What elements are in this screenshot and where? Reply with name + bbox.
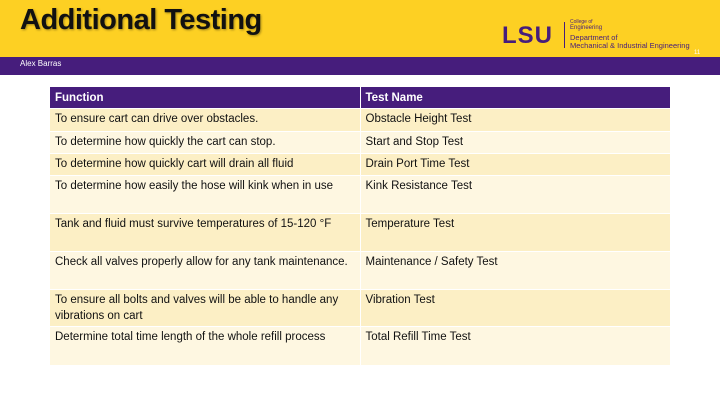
column-header: Function <box>50 87 361 109</box>
test-name: Obstacle Height Test <box>360 108 671 132</box>
column-header: Test Name <box>360 87 671 109</box>
table-body: To ensure cart can drive over obstacles.… <box>50 108 671 365</box>
test-table: Function Test Name To ensure cart can dri… <box>50 87 671 365</box>
test-name: Drain Port Time Test <box>360 153 671 176</box>
function: To determine how quickly the cart can st… <box>50 131 361 154</box>
table-row: To determine how easily the hose will ki… <box>50 175 671 214</box>
author-band <box>0 57 720 75</box>
function: Determine total time length of the whole… <box>50 326 361 365</box>
function: To ensure all bolts and valves will be a… <box>50 289 361 327</box>
table-row: Determine total time length of the whole… <box>50 326 671 365</box>
author: Alex Barras <box>20 59 62 68</box>
slide-number: 11 <box>694 50 701 56</box>
table-row: To ensure cart can drive over obstacles.… <box>50 108 671 132</box>
logo-separator <box>564 22 565 48</box>
table-row: To determine how quickly cart will drain… <box>50 153 671 176</box>
function: To ensure cart can drive over obstacles. <box>50 108 361 132</box>
function: Check all valves properly allow for any … <box>50 251 361 290</box>
test-name: Temperature Test <box>360 213 671 252</box>
test-name: Vibration Test <box>360 289 671 327</box>
function: Tank and fluid must survive temperatures… <box>50 213 361 252</box>
test-name: Maintenance / Safety Test <box>360 251 671 290</box>
logo-mark: LSU <box>502 22 553 49</box>
logo-text: Mechanical & Industrial Engineering <box>570 41 690 50</box>
table-row: Tank and fluid must survive temperatures… <box>50 213 671 252</box>
slide-title: Additional Testing <box>20 4 262 36</box>
table-row: Check all valves properly allow for any … <box>50 251 671 290</box>
function: To determine how quickly cart will drain… <box>50 153 361 176</box>
logo-text: College of <box>570 19 593 25</box>
logo-text: Department of <box>570 33 618 42</box>
header-row: Function Test Name <box>50 87 671 109</box>
function: To determine how easily the hose will ki… <box>50 175 361 214</box>
header-band <box>0 0 720 57</box>
test-name: Start and Stop Test <box>360 131 671 154</box>
logo-text: Engineering <box>570 25 603 31</box>
test-name: Kink Resistance Test <box>360 175 671 214</box>
test-name: Total Refill Time Test <box>360 326 671 365</box>
table-row: To determine how quickly the cart can st… <box>50 131 671 154</box>
table-row: To ensure all bolts and valves will be a… <box>50 289 671 327</box>
